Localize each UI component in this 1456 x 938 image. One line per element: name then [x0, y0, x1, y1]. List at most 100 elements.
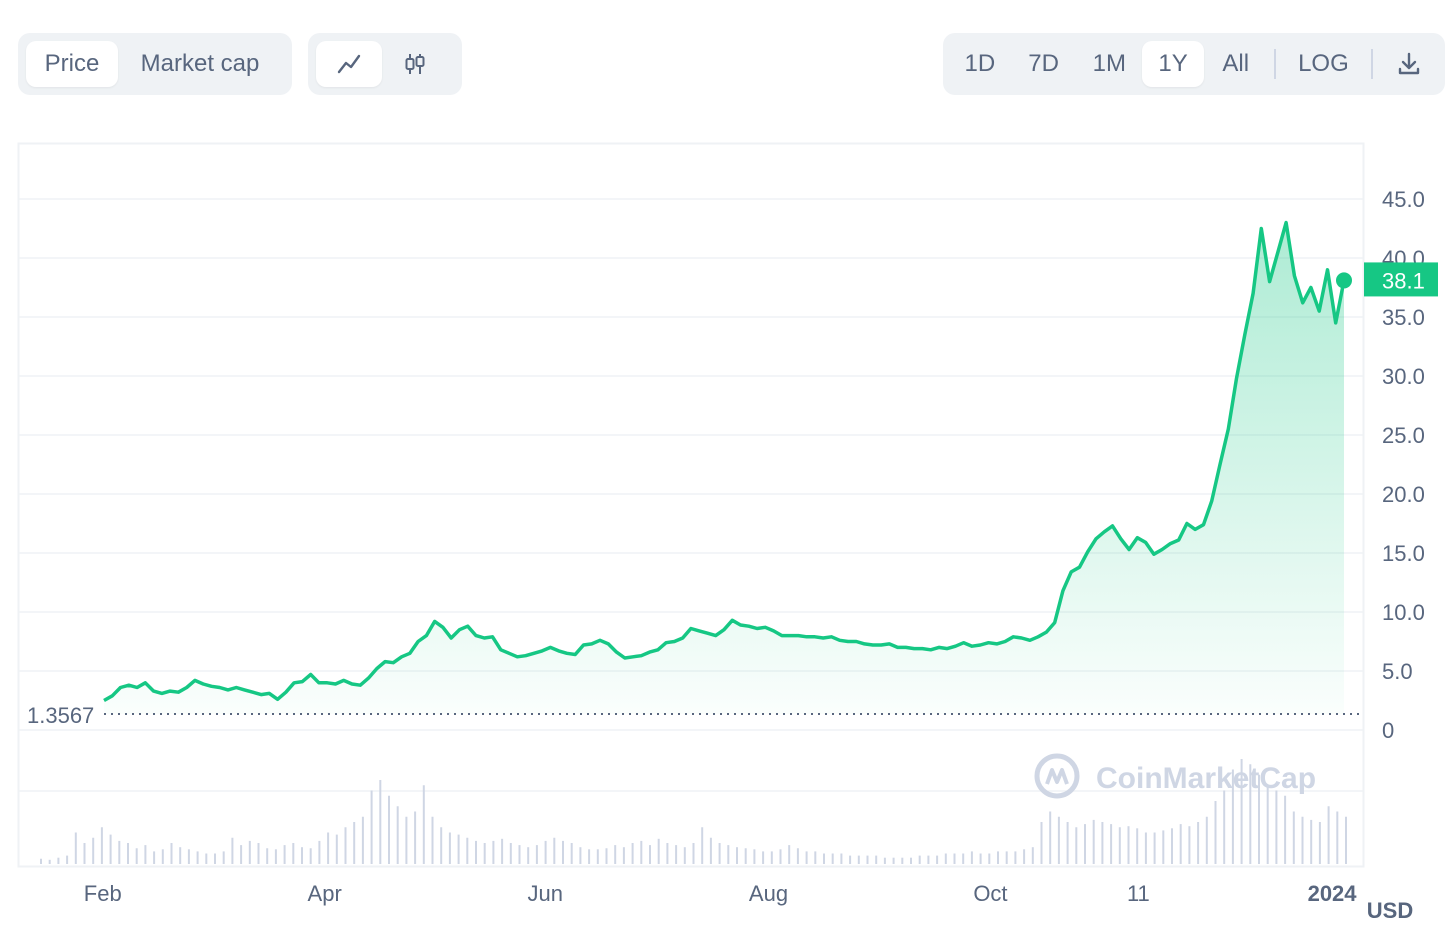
volume-bar — [361, 816, 364, 864]
y-tick-label: 20.0 — [1382, 482, 1425, 507]
volume-bar — [1240, 759, 1243, 864]
volume-bar — [222, 851, 225, 864]
volume-bar — [1014, 851, 1017, 864]
volume-bar — [953, 853, 956, 864]
volume-bar — [66, 855, 69, 864]
volume-bar — [666, 843, 669, 864]
y-tick-label: 10.0 — [1382, 600, 1425, 625]
volume-bar — [527, 847, 530, 864]
volume-bar — [179, 847, 182, 864]
range-1m-button[interactable]: 1M — [1092, 50, 1126, 77]
current-price-badge — [1364, 262, 1438, 297]
current-price-value: 38.1 — [1382, 268, 1425, 293]
volume-bar — [170, 843, 173, 864]
volume-bars — [40, 759, 1347, 864]
y-tick-label: 35.0 — [1382, 305, 1425, 330]
range-toggle: 1D 7D 1M 1Y All LOG — [943, 33, 1445, 95]
y-tick-label: 15.0 — [1382, 541, 1425, 566]
volume-bar — [1031, 847, 1034, 864]
volume-bar — [979, 853, 982, 864]
volume-bar — [849, 855, 852, 864]
volume-bar — [274, 849, 277, 864]
volume-bar — [448, 832, 451, 864]
volume-bar — [544, 840, 547, 864]
volume-bar — [1040, 822, 1043, 864]
volume-bar — [762, 851, 765, 864]
volume-bar — [927, 855, 930, 864]
candlestick-icon — [405, 54, 425, 74]
volume-bar — [309, 848, 312, 864]
volume-bar — [266, 848, 269, 864]
volume-bar — [588, 849, 591, 864]
volume-bar — [570, 843, 573, 864]
range-1d-button[interactable]: 1D — [964, 50, 996, 77]
volume-bar — [370, 790, 373, 864]
volume-bar — [683, 847, 686, 864]
log-scale-button[interactable]: LOG — [1298, 50, 1349, 77]
volume-bar — [292, 843, 295, 864]
volume-bar — [1092, 819, 1095, 864]
volume-bar — [344, 827, 347, 864]
volume-bar — [866, 855, 869, 864]
volume-bar — [431, 816, 434, 864]
market-cap-tab[interactable]: Market cap — [140, 50, 260, 77]
currency-label: USD — [1367, 898, 1413, 923]
volume-bar — [1231, 769, 1234, 864]
volume-bar — [1345, 816, 1347, 864]
volume-bar — [1136, 828, 1139, 864]
volume-bar — [675, 845, 678, 864]
volume-bar — [1318, 822, 1321, 864]
range-all-button[interactable]: All — [1222, 50, 1250, 77]
download-icon — [1398, 52, 1420, 75]
start-price-label: 1.3567 — [27, 703, 94, 728]
volume-bar — [475, 840, 477, 864]
volume-bar — [1179, 824, 1182, 864]
range-7d-button[interactable]: 7D — [1028, 50, 1059, 77]
volume-bar — [492, 840, 495, 864]
volume-bar — [466, 837, 469, 864]
volume-bar — [335, 834, 338, 864]
volume-bar — [640, 840, 643, 864]
volume-bar — [248, 840, 251, 864]
price-tab[interactable]: Price — [26, 41, 118, 87]
volume-bar — [788, 845, 791, 864]
volume-bar — [883, 857, 886, 864]
price-area — [104, 222, 1344, 714]
volume-bar — [1214, 801, 1217, 864]
volume-bar — [231, 837, 234, 864]
volume-bar — [379, 780, 382, 864]
volume-bar — [153, 851, 156, 864]
volume-bar — [1327, 806, 1330, 864]
current-price-dot — [1336, 272, 1352, 289]
download-button[interactable] — [1379, 41, 1439, 87]
volume-bar — [414, 811, 417, 864]
volume-bar — [405, 816, 408, 864]
volume-bar — [1292, 811, 1295, 864]
coinmarketcap-logo-icon — [1034, 753, 1080, 799]
range-1y-button[interactable]: 1Y — [1142, 41, 1204, 87]
volume-bar — [1084, 824, 1086, 864]
volume-bar — [118, 840, 121, 864]
volume-bar — [579, 847, 582, 864]
volume-bar — [918, 855, 921, 864]
line-chart-button[interactable] — [316, 41, 382, 87]
volume-bar — [997, 851, 999, 864]
x-tick-label: 11 — [1127, 881, 1150, 906]
volume-bar — [988, 853, 991, 864]
volume-bar — [910, 857, 912, 864]
volume-bar — [1101, 822, 1104, 864]
volume-bar — [396, 806, 399, 864]
candlestick-button[interactable] — [382, 41, 448, 87]
volume-bar — [805, 851, 808, 864]
y-axis: 45.040.035.030.025.020.015.010.05.00 — [1382, 187, 1425, 743]
volume-bar — [875, 855, 878, 864]
volume-bar — [596, 849, 599, 864]
volume-bar — [1171, 828, 1173, 864]
metric-toggle: Price Market cap — [18, 33, 292, 95]
volume-bar — [501, 838, 504, 864]
y-tick-label: 5.0 — [1382, 659, 1413, 684]
volume-bar — [1110, 824, 1113, 864]
volume-bar — [422, 785, 425, 864]
volume-bar — [779, 849, 782, 864]
